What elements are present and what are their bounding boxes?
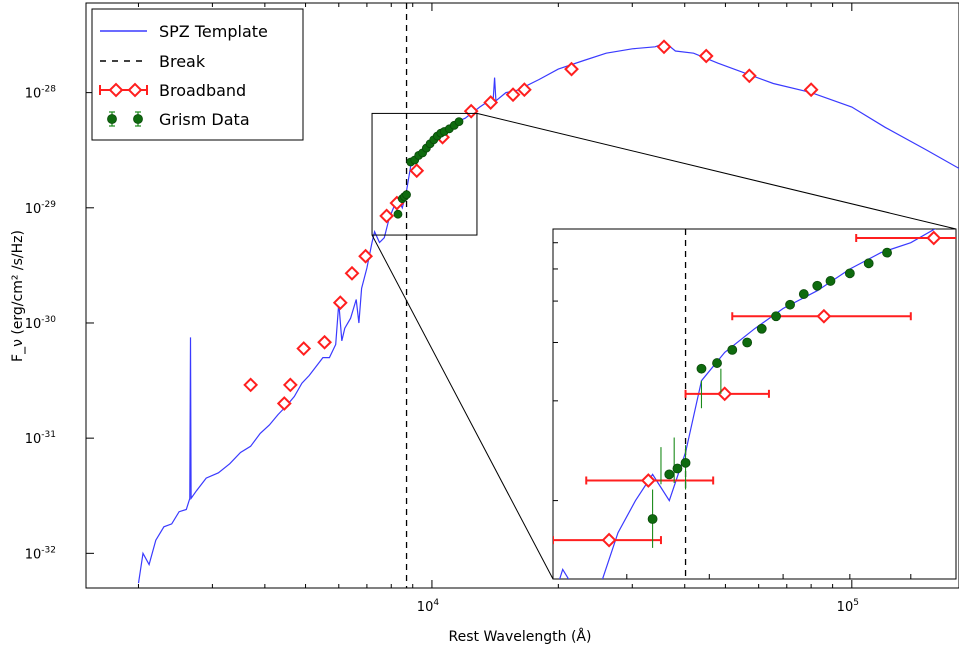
y-axis-label: F_ν (erg/cm² /s/Hz) [10, 230, 26, 362]
broadband-point [803, 82, 819, 98]
zoom-connector-top [476, 112, 957, 230]
x-tick-label: 105 [837, 598, 859, 615]
y-tick-label: 10-28 [25, 85, 57, 102]
inset-grism-point [785, 299, 795, 310]
broadband-point [516, 82, 532, 98]
broadband-point [741, 68, 757, 84]
inset-tick-layer [553, 242, 912, 579]
y-tick-label: 10-32 [25, 545, 56, 562]
broadband-point [505, 87, 521, 103]
broadband-point [282, 377, 298, 393]
inset-grism-point [756, 323, 767, 334]
legend-broadband-swatch [99, 82, 148, 98]
broadband-point [296, 341, 312, 356]
broadband-point [698, 48, 714, 64]
zoom-connector-bottom [371, 234, 554, 580]
broadband-point [332, 295, 348, 311]
broadband-point [483, 95, 499, 110]
svg-text:F_ν (erg/cm² /s/Hz): F_ν (erg/cm² /s/Hz) [10, 230, 26, 362]
inset-broadband-point [601, 532, 617, 548]
inset-grism-point [664, 469, 675, 480]
inset-grism-point [798, 289, 809, 299]
y-tick-label: 10-29 [25, 200, 57, 217]
inset-grism-point [680, 457, 691, 468]
inset-broadband-point [926, 230, 942, 246]
broadband-point [656, 39, 672, 55]
inset-frame [552, 228, 957, 580]
broadband-point [358, 248, 374, 264]
main-plot-layer [137, 3, 959, 588]
inset-grism-point [771, 311, 781, 322]
inset-grism-point [647, 514, 658, 524]
grism-point [402, 190, 411, 200]
broadband-point [243, 377, 259, 393]
inset-grism-point [825, 276, 836, 286]
inset-grism-point [882, 247, 892, 258]
inset-grism-point [844, 268, 855, 279]
inset-broadband-point [816, 308, 832, 324]
inset-grism-point [672, 463, 683, 474]
inset-grism-point [727, 344, 738, 355]
x-tick-label: 104 [417, 598, 440, 615]
tick-layer: 104 105 10-32 10-31 10-30 10-29 10-28 [25, 3, 859, 615]
legend-grism-label: Grism Data [159, 110, 250, 129]
grism-point [393, 209, 403, 219]
broadband-point [463, 103, 479, 119]
zoom-indicator [371, 112, 957, 580]
legend-break-label: Break [159, 52, 206, 71]
spz-template-line [137, 42, 959, 584]
legend-template-label: SPZ Template [159, 22, 268, 41]
x-axis-label: Rest Wavelength (Å) [449, 628, 592, 645]
broadband-point [344, 265, 360, 281]
y-tick-label: 10-30 [25, 315, 57, 332]
inset-grism-point [712, 358, 722, 368]
legend-broadband-label: Broadband [159, 81, 246, 100]
inset-grism-point [863, 258, 874, 269]
broadband-point [379, 208, 395, 224]
inset-broadband-point [717, 386, 733, 402]
broadband-point [317, 334, 332, 350]
broadband-point [409, 163, 425, 179]
inset-grism-point [742, 337, 753, 348]
inset-grism-point [812, 280, 823, 291]
legend-grism-swatch [107, 111, 143, 127]
grism-point [454, 117, 464, 127]
broadband-point [276, 396, 292, 411]
legend: SPZ Template Break Broadband Grism Data [91, 8, 304, 141]
inset-grism-point [696, 363, 707, 374]
inset-plot-layer [553, 229, 956, 579]
inset-broadband-point [640, 473, 656, 488]
broadband-point [564, 61, 579, 77]
zoom-box [371, 112, 478, 236]
y-tick-label: 10-31 [25, 430, 56, 447]
